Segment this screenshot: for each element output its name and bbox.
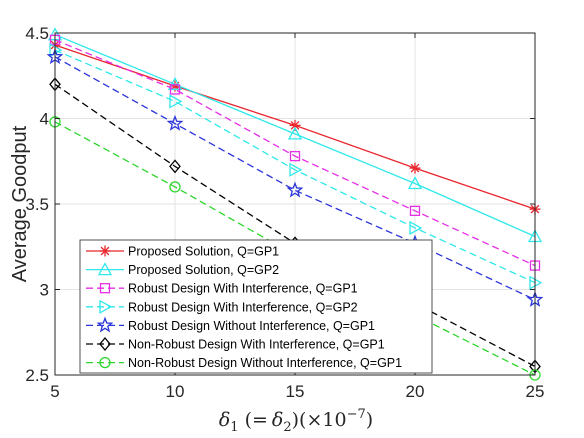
series-line xyxy=(54,121,536,376)
axis-ticks: 5 10 15 20 25 2.5 3 3.5 4 4.5 xyxy=(25,24,544,401)
legend-label: Non-Robust Design Without Interference, … xyxy=(128,356,402,370)
data-point xyxy=(407,176,423,190)
data-point xyxy=(169,84,181,95)
legend-box xyxy=(79,239,433,374)
x-tick-label: 5 xyxy=(50,382,59,401)
series-line xyxy=(54,34,536,238)
legend-marker xyxy=(96,316,114,333)
legend-entry: Non-Robust Design With Interference, Q=G… xyxy=(86,336,385,352)
legend-marker xyxy=(99,336,111,352)
x-axis-exponent: −7 xyxy=(347,407,366,422)
marker-stroke xyxy=(410,163,420,173)
x-axis-symbol-2: δ xyxy=(272,409,283,431)
legend-label: Robust Design With Interference, Q=GP1 xyxy=(128,282,358,296)
legend-entry: Robust Design With Interference, Q=GP1 xyxy=(86,282,358,296)
legend-label: Non-Robust Design With Interference, Q=G… xyxy=(128,338,385,352)
x-tick-label: 25 xyxy=(526,382,545,401)
x-axis-subscript-2: 2 xyxy=(283,420,291,435)
x-axis-paren-open: (= xyxy=(245,409,268,431)
x-tick-label: 15 xyxy=(286,382,305,401)
data-point xyxy=(409,220,423,236)
y-axis-title: Average Goodput xyxy=(9,125,31,282)
legend-entry: Proposed Solution, Q=GP1 xyxy=(86,245,279,259)
legend-marker xyxy=(99,283,111,294)
marker-stroke xyxy=(290,120,300,130)
series-2 xyxy=(47,27,543,243)
y-tick-label: 2.5 xyxy=(25,366,49,385)
x-axis-symbol: δ xyxy=(219,409,230,431)
data-point xyxy=(166,114,184,131)
y-tick-label: 3 xyxy=(40,281,49,300)
marker-stroke xyxy=(100,246,110,256)
x-tick-label: 20 xyxy=(406,382,425,401)
legend-label: Proposed Solution, Q=GP2 xyxy=(128,263,279,277)
legend-label: Robust Design With Interference, Q=GP2 xyxy=(128,300,358,314)
series-line xyxy=(54,39,536,267)
legend-marker xyxy=(99,299,113,314)
x-tick-label: 10 xyxy=(166,382,185,401)
x-axis-close: ) xyxy=(366,409,373,431)
legend-entry: Robust Design With Interference, Q=GP2 xyxy=(86,299,358,314)
data-point xyxy=(167,76,183,90)
data-point xyxy=(286,181,304,198)
legend-entry: Robust Design Without Interference, Q=GP… xyxy=(86,316,375,333)
data-point xyxy=(287,126,303,140)
legend-marker xyxy=(99,356,111,369)
legend-label: Robust Design Without Interference, Q=GP… xyxy=(128,319,375,333)
series-line xyxy=(54,56,536,301)
legend-entry: Non-Robust Design Without Interference, … xyxy=(86,356,402,370)
data-point xyxy=(169,181,181,193)
data-point xyxy=(289,150,301,162)
series-line xyxy=(54,49,536,284)
x-axis-title: δ1 (= δ2)(×10−7) xyxy=(219,407,373,435)
data-point xyxy=(289,162,303,177)
legend-marker xyxy=(99,245,111,257)
x-axis-paren-close: )(×10 xyxy=(292,409,347,431)
data-point xyxy=(169,159,181,174)
data-point xyxy=(409,205,421,216)
legend: Proposed Solution, Q=GP1 Proposed Solutio… xyxy=(79,239,433,374)
data-point xyxy=(409,162,421,174)
data-point xyxy=(169,94,183,109)
y-tick-label: 4.5 xyxy=(25,24,49,43)
y-tick-label: 4 xyxy=(40,110,49,129)
x-axis-subscript: 1 xyxy=(230,420,238,435)
y-tick-label: 3.5 xyxy=(25,195,49,214)
legend-marker xyxy=(97,262,113,276)
legend-entry: Proposed Solution, Q=GP2 xyxy=(86,262,279,277)
legend-label: Proposed Solution, Q=GP1 xyxy=(128,245,279,259)
